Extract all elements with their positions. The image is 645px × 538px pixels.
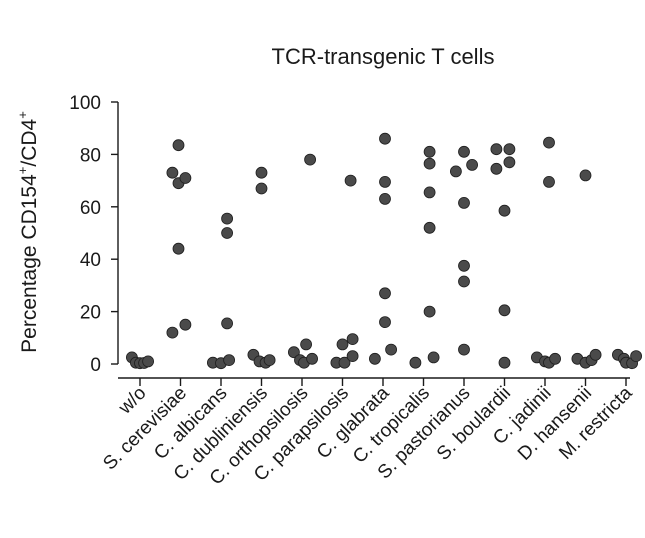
data-point xyxy=(423,157,436,170)
data-point xyxy=(458,196,470,209)
data-point xyxy=(338,356,351,369)
data-point xyxy=(221,212,234,225)
x-ticks xyxy=(139,378,627,386)
data-point xyxy=(579,169,592,182)
data-point xyxy=(549,352,561,365)
data-point xyxy=(346,350,359,363)
data-point xyxy=(543,136,555,149)
data-point xyxy=(379,132,391,145)
data-point xyxy=(379,287,391,300)
data-point xyxy=(172,242,185,255)
data-point xyxy=(490,162,503,175)
y-tick-label: 40 xyxy=(80,250,101,271)
data-point xyxy=(263,354,276,367)
data-point xyxy=(255,166,268,179)
data-point xyxy=(287,346,300,359)
data-point xyxy=(423,305,436,318)
data-point xyxy=(379,175,391,188)
data-point xyxy=(179,318,192,331)
data-point xyxy=(172,139,185,152)
y-tick-label: 80 xyxy=(80,145,101,166)
y-tick-label: 60 xyxy=(80,198,101,219)
data-point xyxy=(466,158,479,171)
data-point xyxy=(458,259,470,272)
data-point xyxy=(498,304,511,317)
data-point xyxy=(166,166,179,179)
data-point xyxy=(458,275,470,288)
data-point xyxy=(458,145,470,158)
data-point xyxy=(300,338,313,351)
data-point xyxy=(589,348,602,361)
data-point xyxy=(490,143,503,156)
data-point xyxy=(630,350,642,363)
data-point xyxy=(221,317,234,330)
data-point xyxy=(344,174,357,187)
data-point xyxy=(385,343,398,356)
data-point xyxy=(423,221,436,234)
data-point xyxy=(142,355,155,368)
data-point xyxy=(379,316,391,329)
y-label-sup-2: + xyxy=(15,111,30,119)
svg-text:Percentage CD154+/CD4+: Percentage CD154+/CD4+ xyxy=(15,111,41,353)
chart-title: TCR-transgenic T cells xyxy=(272,44,495,69)
data-point xyxy=(503,156,516,169)
data-point xyxy=(306,352,319,365)
data-point xyxy=(423,186,436,199)
data-point xyxy=(179,172,192,184)
y-label-mid: /CD4 xyxy=(18,118,41,166)
data-point xyxy=(449,165,462,178)
data-point xyxy=(336,338,349,351)
data-point xyxy=(503,143,516,156)
data-point xyxy=(379,192,391,205)
data-point xyxy=(498,356,511,369)
data-point xyxy=(166,326,179,339)
y-tick-label: 20 xyxy=(80,303,101,324)
data-point xyxy=(427,351,440,364)
data-point xyxy=(346,333,359,346)
data-point xyxy=(458,343,470,356)
y-axis-label: Percentage CD154+/CD4+ xyxy=(15,111,41,353)
data-point xyxy=(409,356,422,369)
data-point xyxy=(498,204,511,217)
data-point xyxy=(255,182,268,195)
y-tick-label: 100 xyxy=(69,93,101,114)
y-label-main: Percentage CD154 xyxy=(18,174,41,353)
y-ticks: 0 20 40 60 80 100 xyxy=(69,93,118,376)
data-point xyxy=(304,153,317,166)
data-point xyxy=(368,352,381,365)
y-label-sup-1: + xyxy=(15,167,30,175)
data-point xyxy=(423,145,436,158)
data-points xyxy=(125,132,642,370)
y-tick-label: 0 xyxy=(90,355,101,376)
data-point xyxy=(221,227,234,239)
data-point xyxy=(543,175,555,188)
data-point xyxy=(223,354,236,367)
